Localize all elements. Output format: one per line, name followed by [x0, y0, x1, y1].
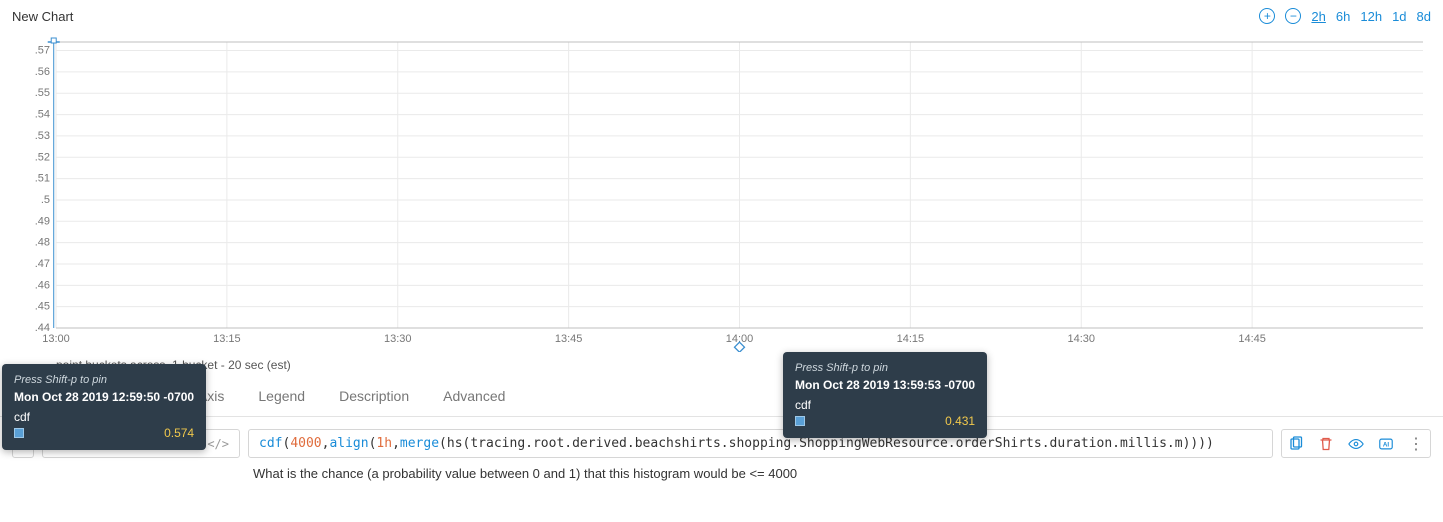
svg-text:14:45: 14:45 — [1238, 333, 1266, 345]
tooltip-hint: Press Shift-p to pin — [14, 374, 194, 386]
tooltip-series-name: cdf — [14, 410, 194, 424]
tooltip-timestamp: Mon Oct 28 2019 12:59:50 -0700 — [14, 390, 194, 404]
query-actions: AI ⋮ — [1281, 429, 1431, 458]
chart-tooltip: Press Shift-p to pin Mon Oct 28 2019 12:5… — [2, 364, 206, 450]
svg-text:AI: AI — [1383, 441, 1389, 448]
svg-text:13:30: 13:30 — [384, 333, 412, 345]
tooltip-hint: Press Shift-p to pin — [795, 362, 975, 374]
tab-description[interactable]: Description — [339, 388, 409, 410]
ai-icon[interactable]: AI — [1378, 436, 1394, 452]
tab-advanced[interactable]: Advanced — [443, 388, 505, 410]
svg-text:.47: .47 — [35, 258, 50, 270]
tab-legend[interactable]: Legend — [258, 388, 305, 410]
eye-icon[interactable] — [1348, 436, 1364, 452]
line-chart[interactable]: .44.45.46.47.48.49.5.51.52.53.54.55.56.5… — [12, 32, 1431, 352]
tooltip-timestamp: Mon Oct 28 2019 13:59:53 -0700 — [795, 378, 975, 392]
chart-tooltip: Press Shift-p to pin Mon Oct 28 2019 13:5… — [783, 352, 987, 438]
series-swatch — [14, 428, 24, 438]
chart-area[interactable]: .44.45.46.47.48.49.5.51.52.53.54.55.56.5… — [12, 32, 1431, 352]
trash-icon[interactable] — [1318, 436, 1334, 452]
svg-text:.53: .53 — [35, 130, 50, 142]
query-row: ⋮⋮ cdf </> cdf(4000, align(1h, merge(hs(… — [0, 417, 1443, 462]
time-range-group: 2h 6h 12h 1d 8d — [1311, 9, 1431, 24]
svg-text:13:15: 13:15 — [213, 333, 241, 345]
svg-text:.46: .46 — [35, 279, 50, 291]
summary-text: point buckets across, 1 bucket - 20 sec … — [0, 352, 1443, 376]
svg-text:.45: .45 — [35, 301, 50, 313]
time-range-2h[interactable]: 2h — [1311, 9, 1325, 24]
tooltip-value: 0.574 — [164, 426, 194, 440]
tooltip-series-name: cdf — [795, 398, 975, 412]
svg-text:.5: .5 — [41, 194, 50, 206]
svg-text:.55: .55 — [35, 87, 50, 99]
zoom-in-icon[interactable]: + — [1259, 8, 1275, 24]
svg-text:.56: .56 — [35, 66, 50, 78]
tab-bar: DataFormatAxisLegendDescriptionAdvanced — [0, 376, 1443, 417]
zoom-out-icon[interactable]: − — [1285, 8, 1301, 24]
chart-title[interactable]: New Chart — [12, 9, 73, 24]
chart-header: New Chart + − 2h 6h 12h 1d 8d — [0, 0, 1443, 28]
svg-text:13:45: 13:45 — [555, 333, 583, 345]
more-icon[interactable]: ⋮ — [1408, 436, 1424, 452]
svg-text:.49: .49 — [35, 215, 50, 227]
copy-icon[interactable] — [1288, 436, 1304, 452]
code-icon[interactable]: </> — [207, 437, 229, 451]
query-hint: What is the chance (a probability value … — [0, 462, 1443, 481]
svg-text:.57: .57 — [35, 45, 50, 57]
svg-text:13:00: 13:00 — [42, 333, 70, 345]
time-range-6h[interactable]: 6h — [1336, 9, 1350, 24]
svg-text:14:15: 14:15 — [897, 333, 925, 345]
time-range-12h[interactable]: 12h — [1360, 9, 1382, 24]
query-expression-input[interactable]: cdf(4000, align(1h, merge(hs(tracing.roo… — [248, 429, 1273, 458]
svg-text:.48: .48 — [35, 237, 50, 249]
series-swatch — [795, 416, 805, 426]
svg-text:.51: .51 — [35, 173, 50, 185]
svg-text:.52: .52 — [35, 151, 50, 163]
time-range-8d[interactable]: 8d — [1417, 9, 1431, 24]
svg-text:.54: .54 — [35, 109, 50, 121]
svg-text:14:30: 14:30 — [1067, 333, 1095, 345]
tooltip-value: 0.431 — [945, 414, 975, 428]
header-controls: + − 2h 6h 12h 1d 8d — [1259, 8, 1431, 24]
time-range-1d[interactable]: 1d — [1392, 9, 1406, 24]
